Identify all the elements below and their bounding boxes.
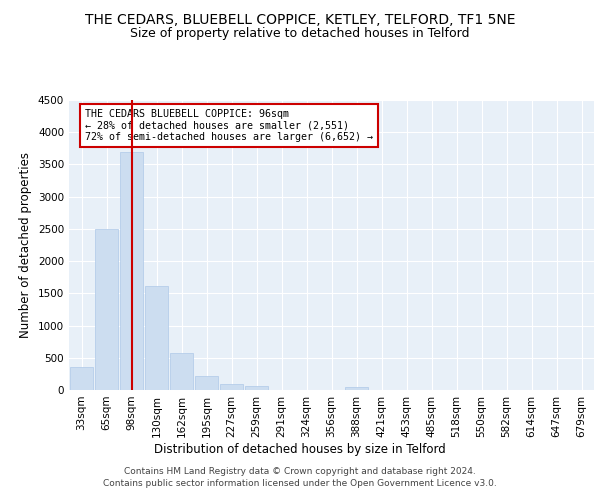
Bar <box>170 354 193 390</box>
Bar <box>120 152 143 390</box>
Text: Size of property relative to detached houses in Telford: Size of property relative to detached ho… <box>130 28 470 40</box>
Y-axis label: Number of detached properties: Number of detached properties <box>19 152 32 338</box>
Text: Distribution of detached houses by size in Telford: Distribution of detached houses by size … <box>154 442 446 456</box>
Bar <box>145 286 168 390</box>
Bar <box>345 387 368 390</box>
Text: THE CEDARS, BLUEBELL COPPICE, KETLEY, TELFORD, TF1 5NE: THE CEDARS, BLUEBELL COPPICE, KETLEY, TE… <box>85 12 515 26</box>
Bar <box>95 229 118 390</box>
Bar <box>245 386 268 390</box>
Text: Contains public sector information licensed under the Open Government Licence v3: Contains public sector information licen… <box>103 479 497 488</box>
Text: THE CEDARS BLUEBELL COPPICE: 96sqm
← 28% of detached houses are smaller (2,551)
: THE CEDARS BLUEBELL COPPICE: 96sqm ← 28%… <box>85 108 373 142</box>
Text: Contains HM Land Registry data © Crown copyright and database right 2024.: Contains HM Land Registry data © Crown c… <box>124 468 476 476</box>
Bar <box>195 376 218 390</box>
Bar <box>70 368 93 390</box>
Bar <box>220 384 243 390</box>
